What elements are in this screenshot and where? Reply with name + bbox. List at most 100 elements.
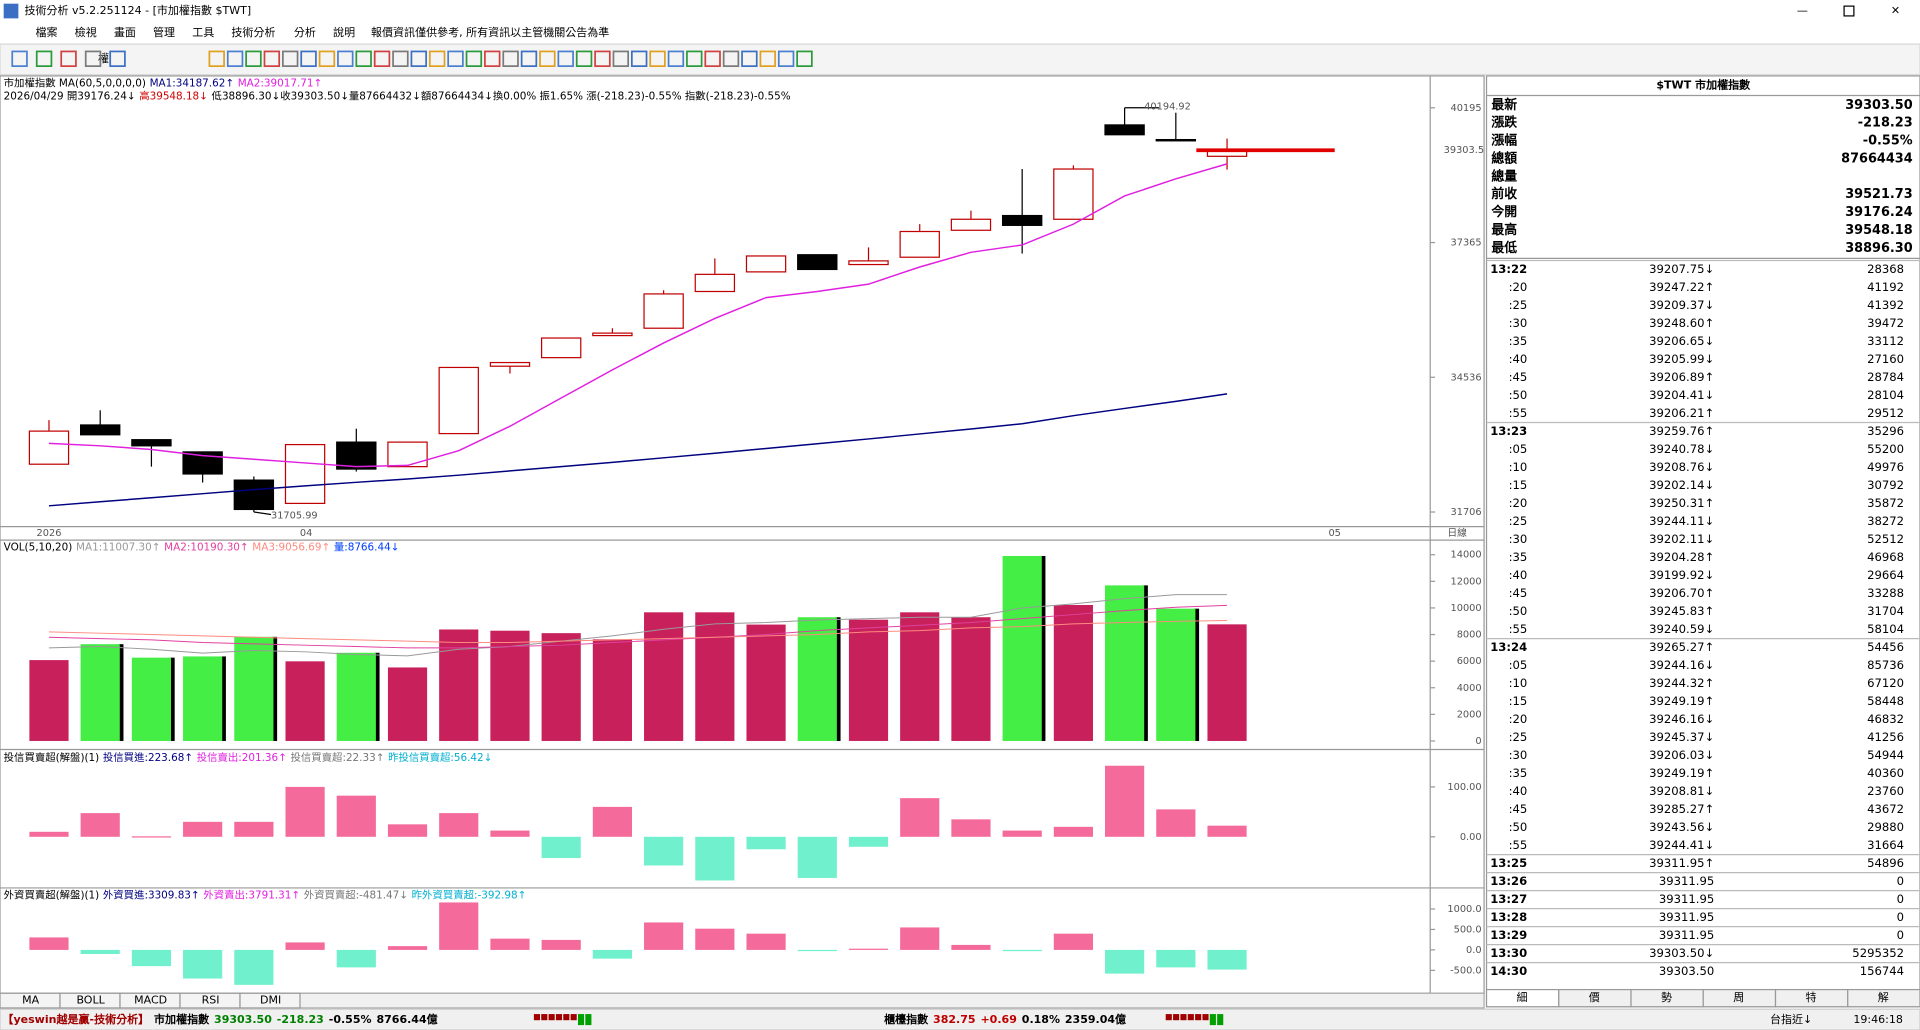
tick-price: 39207.75↓ bbox=[1649, 262, 1714, 276]
candle-body bbox=[848, 260, 889, 266]
indicator-tab[interactable] bbox=[239, 992, 301, 1009]
ma-line bbox=[48, 163, 1228, 468]
market-selector[interactable]: 台指近↓ bbox=[1770, 1012, 1812, 1026]
minimize-button[interactable]: — bbox=[1797, 4, 1808, 17]
indicator-tab-label[interactable]: BOLL bbox=[76, 994, 105, 1007]
quote-title: $TWT 市加權指數 bbox=[1656, 78, 1751, 92]
period-label: 日線 bbox=[1447, 526, 1467, 539]
toolbar-button[interactable] bbox=[777, 50, 795, 67]
tick-time: :55 bbox=[1509, 406, 1528, 420]
toolbar-button[interactable] bbox=[60, 50, 77, 67]
flow-bar bbox=[951, 944, 991, 950]
toolbar-button[interactable] bbox=[263, 50, 281, 67]
toolbar-button[interactable] bbox=[722, 50, 740, 67]
toolbar-button[interactable] bbox=[355, 50, 372, 67]
toolbar-label[interactable]: 權 bbox=[98, 52, 109, 65]
flow-bar bbox=[797, 949, 837, 952]
indicator-tab-label[interactable]: MACD bbox=[134, 994, 167, 1007]
header-segment: MA1:11007.30↑ bbox=[76, 541, 160, 553]
strength-meter bbox=[533, 1014, 540, 1021]
flow-bar bbox=[644, 836, 684, 866]
menu-item[interactable]: 分析 bbox=[294, 25, 316, 39]
flow-bar bbox=[387, 946, 428, 950]
panel-tab-label[interactable]: 價 bbox=[1589, 990, 1600, 1004]
flow-bar bbox=[490, 830, 530, 837]
panel-tab-label[interactable]: 特 bbox=[1806, 990, 1817, 1004]
y-tick-label: 31706 bbox=[1451, 507, 1482, 518]
toolbar-button[interactable] bbox=[35, 50, 53, 67]
tick-time: 13:30 bbox=[1490, 946, 1527, 960]
toolbar-button[interactable] bbox=[282, 50, 299, 67]
toolbar-button[interactable] bbox=[337, 50, 354, 67]
toolbar-button[interactable] bbox=[484, 50, 501, 67]
toolbar-button[interactable] bbox=[465, 50, 483, 67]
indicator-tab-label[interactable]: DMI bbox=[260, 994, 281, 1007]
flow-bar bbox=[592, 949, 632, 959]
panel-tab-label[interactable]: 細 bbox=[1517, 991, 1528, 1004]
panel-header: 2026/04/29 開39176.24↓ 高39548.18↓ 低38896.30… bbox=[4, 90, 791, 103]
header-segment: MA3:9056.69↑ bbox=[252, 541, 330, 553]
quote-label: 前收 bbox=[1491, 186, 1517, 202]
toolbar-button[interactable] bbox=[630, 50, 648, 67]
toolbar-button[interactable] bbox=[741, 50, 758, 67]
toolbar-button[interactable] bbox=[428, 50, 446, 67]
toolbar-button[interactable] bbox=[373, 50, 391, 67]
tick-time: :30 bbox=[1509, 748, 1528, 762]
toolbar-button[interactable] bbox=[392, 50, 409, 67]
tick-time: :45 bbox=[1509, 586, 1528, 600]
toolbar-button[interactable] bbox=[575, 50, 593, 67]
maximize-button[interactable] bbox=[1843, 5, 1855, 17]
y-tick-label: 40195 bbox=[1451, 103, 1482, 114]
indicator-tab-label[interactable]: MA bbox=[22, 994, 40, 1007]
menu-item[interactable]: 說明 bbox=[333, 26, 355, 39]
volume-bar bbox=[387, 667, 428, 741]
toolbar-button[interactable] bbox=[520, 50, 538, 67]
toolbar-button[interactable] bbox=[686, 50, 703, 67]
toolbar-button[interactable] bbox=[796, 50, 813, 67]
toolbar-button[interactable] bbox=[667, 50, 685, 67]
toolbar-button[interactable] bbox=[245, 50, 262, 67]
panel-tab-label[interactable]: 解 bbox=[1878, 990, 1889, 1004]
toolbar-button[interactable] bbox=[84, 50, 102, 67]
menu-item[interactable]: 檢視 bbox=[75, 25, 97, 39]
close-button[interactable]: ✕ bbox=[1891, 4, 1900, 17]
toolbar-button[interactable] bbox=[318, 50, 336, 67]
candle-body bbox=[797, 254, 838, 271]
quote-label: 總額 bbox=[1491, 150, 1517, 166]
toolbar-button[interactable] bbox=[109, 50, 126, 67]
menu-item[interactable]: 管理 bbox=[153, 25, 175, 39]
toolbar-button[interactable] bbox=[557, 50, 574, 67]
toolbar-button[interactable] bbox=[410, 50, 427, 67]
toolbar-button[interactable] bbox=[759, 50, 776, 67]
y-tick-label: 0.00 bbox=[1460, 832, 1482, 843]
toolbar-button[interactable] bbox=[300, 50, 317, 67]
tick-time: :45 bbox=[1509, 370, 1528, 384]
toolbar-button[interactable] bbox=[539, 50, 556, 67]
menu-item[interactable]: 畫面 bbox=[114, 25, 136, 39]
panel-tab-label[interactable]: 周 bbox=[1733, 991, 1744, 1004]
toolbar-button[interactable] bbox=[11, 50, 28, 67]
toolbar-button[interactable] bbox=[649, 50, 666, 67]
toolbar-button[interactable] bbox=[447, 50, 464, 67]
quote-value: 39521.73 bbox=[1845, 187, 1912, 202]
tick-time: 13:26 bbox=[1490, 874, 1527, 888]
panel-tab[interactable] bbox=[1847, 988, 1920, 1008]
tick-volume: 38272 bbox=[1867, 514, 1904, 528]
toolbar-button[interactable] bbox=[208, 50, 225, 67]
menu-item[interactable]: 檔案 bbox=[36, 25, 58, 39]
toolbar-button[interactable] bbox=[704, 50, 721, 67]
menu-bar bbox=[0, 22, 1920, 45]
indicator-tab-label[interactable]: RSI bbox=[202, 994, 220, 1007]
toolbar-button[interactable] bbox=[226, 50, 244, 67]
menu-item[interactable]: 技術分析 bbox=[231, 25, 275, 39]
toolbar-button[interactable] bbox=[612, 50, 630, 67]
panel-tab-label[interactable]: 勢 bbox=[1661, 990, 1672, 1004]
tick-price: 39206.03↓ bbox=[1649, 748, 1714, 762]
flow-bar bbox=[285, 942, 325, 950]
window-title: 技術分析 v5.2.251124 - [市加權指數 $TWT] bbox=[24, 3, 251, 17]
quote-panel bbox=[1485, 75, 1920, 1008]
toolbar-button[interactable] bbox=[594, 50, 611, 67]
toolbar-button[interactable] bbox=[502, 50, 519, 67]
x-tick-label: 05 bbox=[1328, 528, 1340, 539]
menu-item[interactable]: 工具 bbox=[192, 26, 214, 39]
